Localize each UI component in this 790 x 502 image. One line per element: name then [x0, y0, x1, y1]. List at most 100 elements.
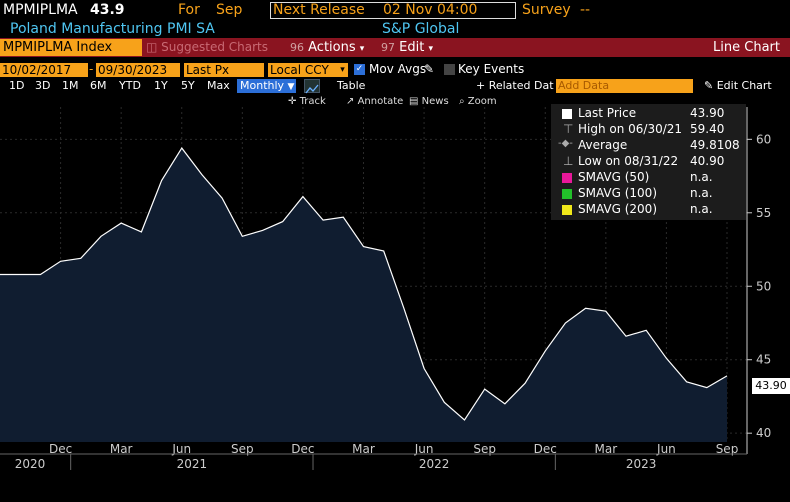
year-label: 2020 — [15, 457, 46, 471]
period-6m[interactable]: 6M — [90, 79, 107, 92]
x-tick-label: Sep — [716, 442, 739, 456]
annotate-label: Annotate — [357, 96, 404, 107]
legend-row-smavg-100: SMAVG (100) n.a. — [551, 186, 746, 202]
chevron-down-icon: ▼ — [287, 82, 295, 92]
legend-value: 40.90 — [690, 154, 725, 168]
legend-swatch — [562, 173, 572, 183]
x-tick-label: Mar — [595, 442, 618, 456]
release-value: 02 Nov 04:00 — [383, 2, 478, 18]
annotate-tool[interactable]: ↗ Annotate — [346, 96, 403, 107]
mov-avgs-checkbox[interactable]: ✓ — [354, 64, 365, 75]
x-tick-label: Jun — [414, 442, 434, 456]
add-data-input[interactable]: Add Data — [556, 79, 693, 93]
x-tick-label: Mar — [110, 442, 133, 456]
edit-number: 97 — [381, 41, 395, 54]
legend-value: n.a. — [690, 202, 713, 216]
period-1m[interactable]: 1M — [62, 79, 79, 92]
y-axis: 40 45 50 55 60 — [746, 107, 771, 454]
actions-label: Actions — [308, 40, 356, 55]
annotate-icon: ↗ — [346, 96, 358, 107]
price-chart[interactable]: 40 45 50 55 60 Dec Mar Jun Sep Dec Mar Jun Sep Dec Ma… — [0, 107, 790, 502]
news-icon: ▤ — [409, 96, 422, 107]
y-tick-label: 60 — [756, 132, 771, 146]
for-label: For — [178, 2, 200, 18]
period-1d[interactable]: 1D — [9, 79, 25, 92]
data-source[interactable]: S&P Global — [382, 21, 460, 37]
area-series — [0, 147, 728, 442]
legend-value: n.a. — [690, 170, 713, 184]
key-events-label: Key Events — [458, 62, 525, 76]
x-tick-label: Dec — [534, 442, 557, 456]
frequency-label: Monthly — [240, 79, 285, 92]
legend-name: Low on 08/31/22 — [578, 154, 679, 168]
period-ytd[interactable]: YTD — [119, 79, 141, 92]
legend-row-smavg-50: SMAVG (50) n.a. — [551, 170, 746, 186]
legend-name: Last Price — [578, 106, 637, 120]
chart-type-label[interactable]: Line Chart — [713, 40, 780, 55]
high-marker-icon: ⊤ — [563, 122, 574, 136]
x-axis: Dec Mar Jun Sep Dec Mar Jun Sep Dec Mar Jun Sep 2020… — [0, 442, 747, 471]
key-events-checkbox[interactable] — [444, 64, 455, 75]
news-tool[interactable]: ▤ News — [409, 96, 449, 107]
y-tick-label: 40 — [756, 426, 771, 440]
y-tick-label: 50 — [756, 279, 771, 293]
currency-label: Local CCY — [270, 63, 329, 77]
legend-row-average: -◆- Average 49.8108 — [551, 138, 746, 154]
chevron-down-icon: ▾ — [359, 44, 365, 54]
legend-value: 49.8108 — [690, 138, 740, 152]
security-description[interactable]: Poland Manufacturing PMI SA — [10, 21, 215, 37]
end-date-field[interactable]: 09/30/2023 — [96, 63, 180, 77]
legend-value: 59.40 — [690, 122, 725, 136]
suggested-charts-button[interactable]: ◫ Suggested Charts — [146, 39, 268, 56]
chevron-down-icon[interactable]: ▾ — [337, 63, 348, 77]
legend-row-smavg-200: SMAVG (200) n.a. — [551, 202, 746, 218]
edit-chart-button[interactable]: ✎ Edit Chart — [704, 79, 772, 92]
currency-selector[interactable]: Local CCY — [268, 63, 347, 77]
period-1y[interactable]: 1Y — [154, 79, 168, 92]
x-tick-label: Jun — [171, 442, 191, 456]
start-date-field[interactable]: 10/02/2017 — [0, 63, 88, 77]
legend-row-low: ⊥ Low on 08/31/22 40.90 — [551, 154, 746, 170]
period-3d[interactable]: 3D — [35, 79, 51, 92]
edit-label: Edit — [399, 40, 425, 55]
for-month: Sep — [216, 2, 243, 18]
date-separator: - — [89, 62, 94, 76]
ticker-symbol: MPMIPLMA — [3, 2, 78, 18]
last-price-tag: 43.90 — [752, 378, 790, 394]
legend-row-high: ⊤ High on 06/30/21 59.40 — [551, 122, 746, 138]
pencil-icon: ✎ — [704, 79, 717, 92]
legend-name: Average — [578, 138, 628, 152]
ticker-value: 43.9 — [90, 2, 125, 18]
chart-legend[interactable]: Last Price 43.90 ⊤ High on 06/30/21 59.4… — [551, 104, 746, 220]
low-marker-icon: ⊥ — [563, 154, 574, 168]
index-field[interactable]: MPMIPLMA Index — [0, 39, 142, 56]
actions-number: 96 — [290, 41, 304, 54]
zoom-tool[interactable]: ⌕ Zoom — [459, 96, 497, 107]
function-bar — [0, 38, 790, 57]
track-tool[interactable]: ✛ Track — [288, 96, 326, 107]
field-selector[interactable]: Last Px — [184, 63, 264, 77]
edit-menu[interactable]: 97 Edit ▾ — [381, 39, 433, 58]
year-label: 2022 — [419, 457, 450, 471]
period-5y[interactable]: 5Y — [181, 79, 195, 92]
table-button[interactable]: Table — [337, 79, 366, 92]
track-label: Track — [299, 96, 326, 107]
chevron-down-icon: ▾ — [428, 44, 433, 54]
pencil-icon[interactable]: ✎ — [424, 62, 435, 76]
period-max[interactable]: Max — [207, 79, 230, 92]
line-chart-icon[interactable] — [304, 79, 320, 94]
year-label: 2021 — [177, 457, 208, 471]
related-data-button[interactable]: + Related Dat — [476, 79, 554, 92]
x-tick-label: Dec — [291, 442, 314, 456]
zoom-label: Zoom — [467, 96, 497, 107]
x-tick-label: Mar — [352, 442, 375, 456]
y-tick-label: 45 — [756, 353, 771, 367]
zoom-icon: ⌕ — [459, 96, 468, 107]
mov-avgs-label: Mov Avgs — [369, 62, 427, 76]
actions-menu[interactable]: 96 Actions ▾ — [290, 39, 364, 58]
frequency-dropdown[interactable]: Monthly ▼ — [237, 79, 296, 93]
survey-label: Survey — [522, 2, 571, 18]
legend-value: 43.90 — [690, 106, 725, 120]
edit-chart-label: Edit Chart — [716, 79, 772, 92]
suggested-charts-icon: ◫ — [146, 40, 162, 54]
